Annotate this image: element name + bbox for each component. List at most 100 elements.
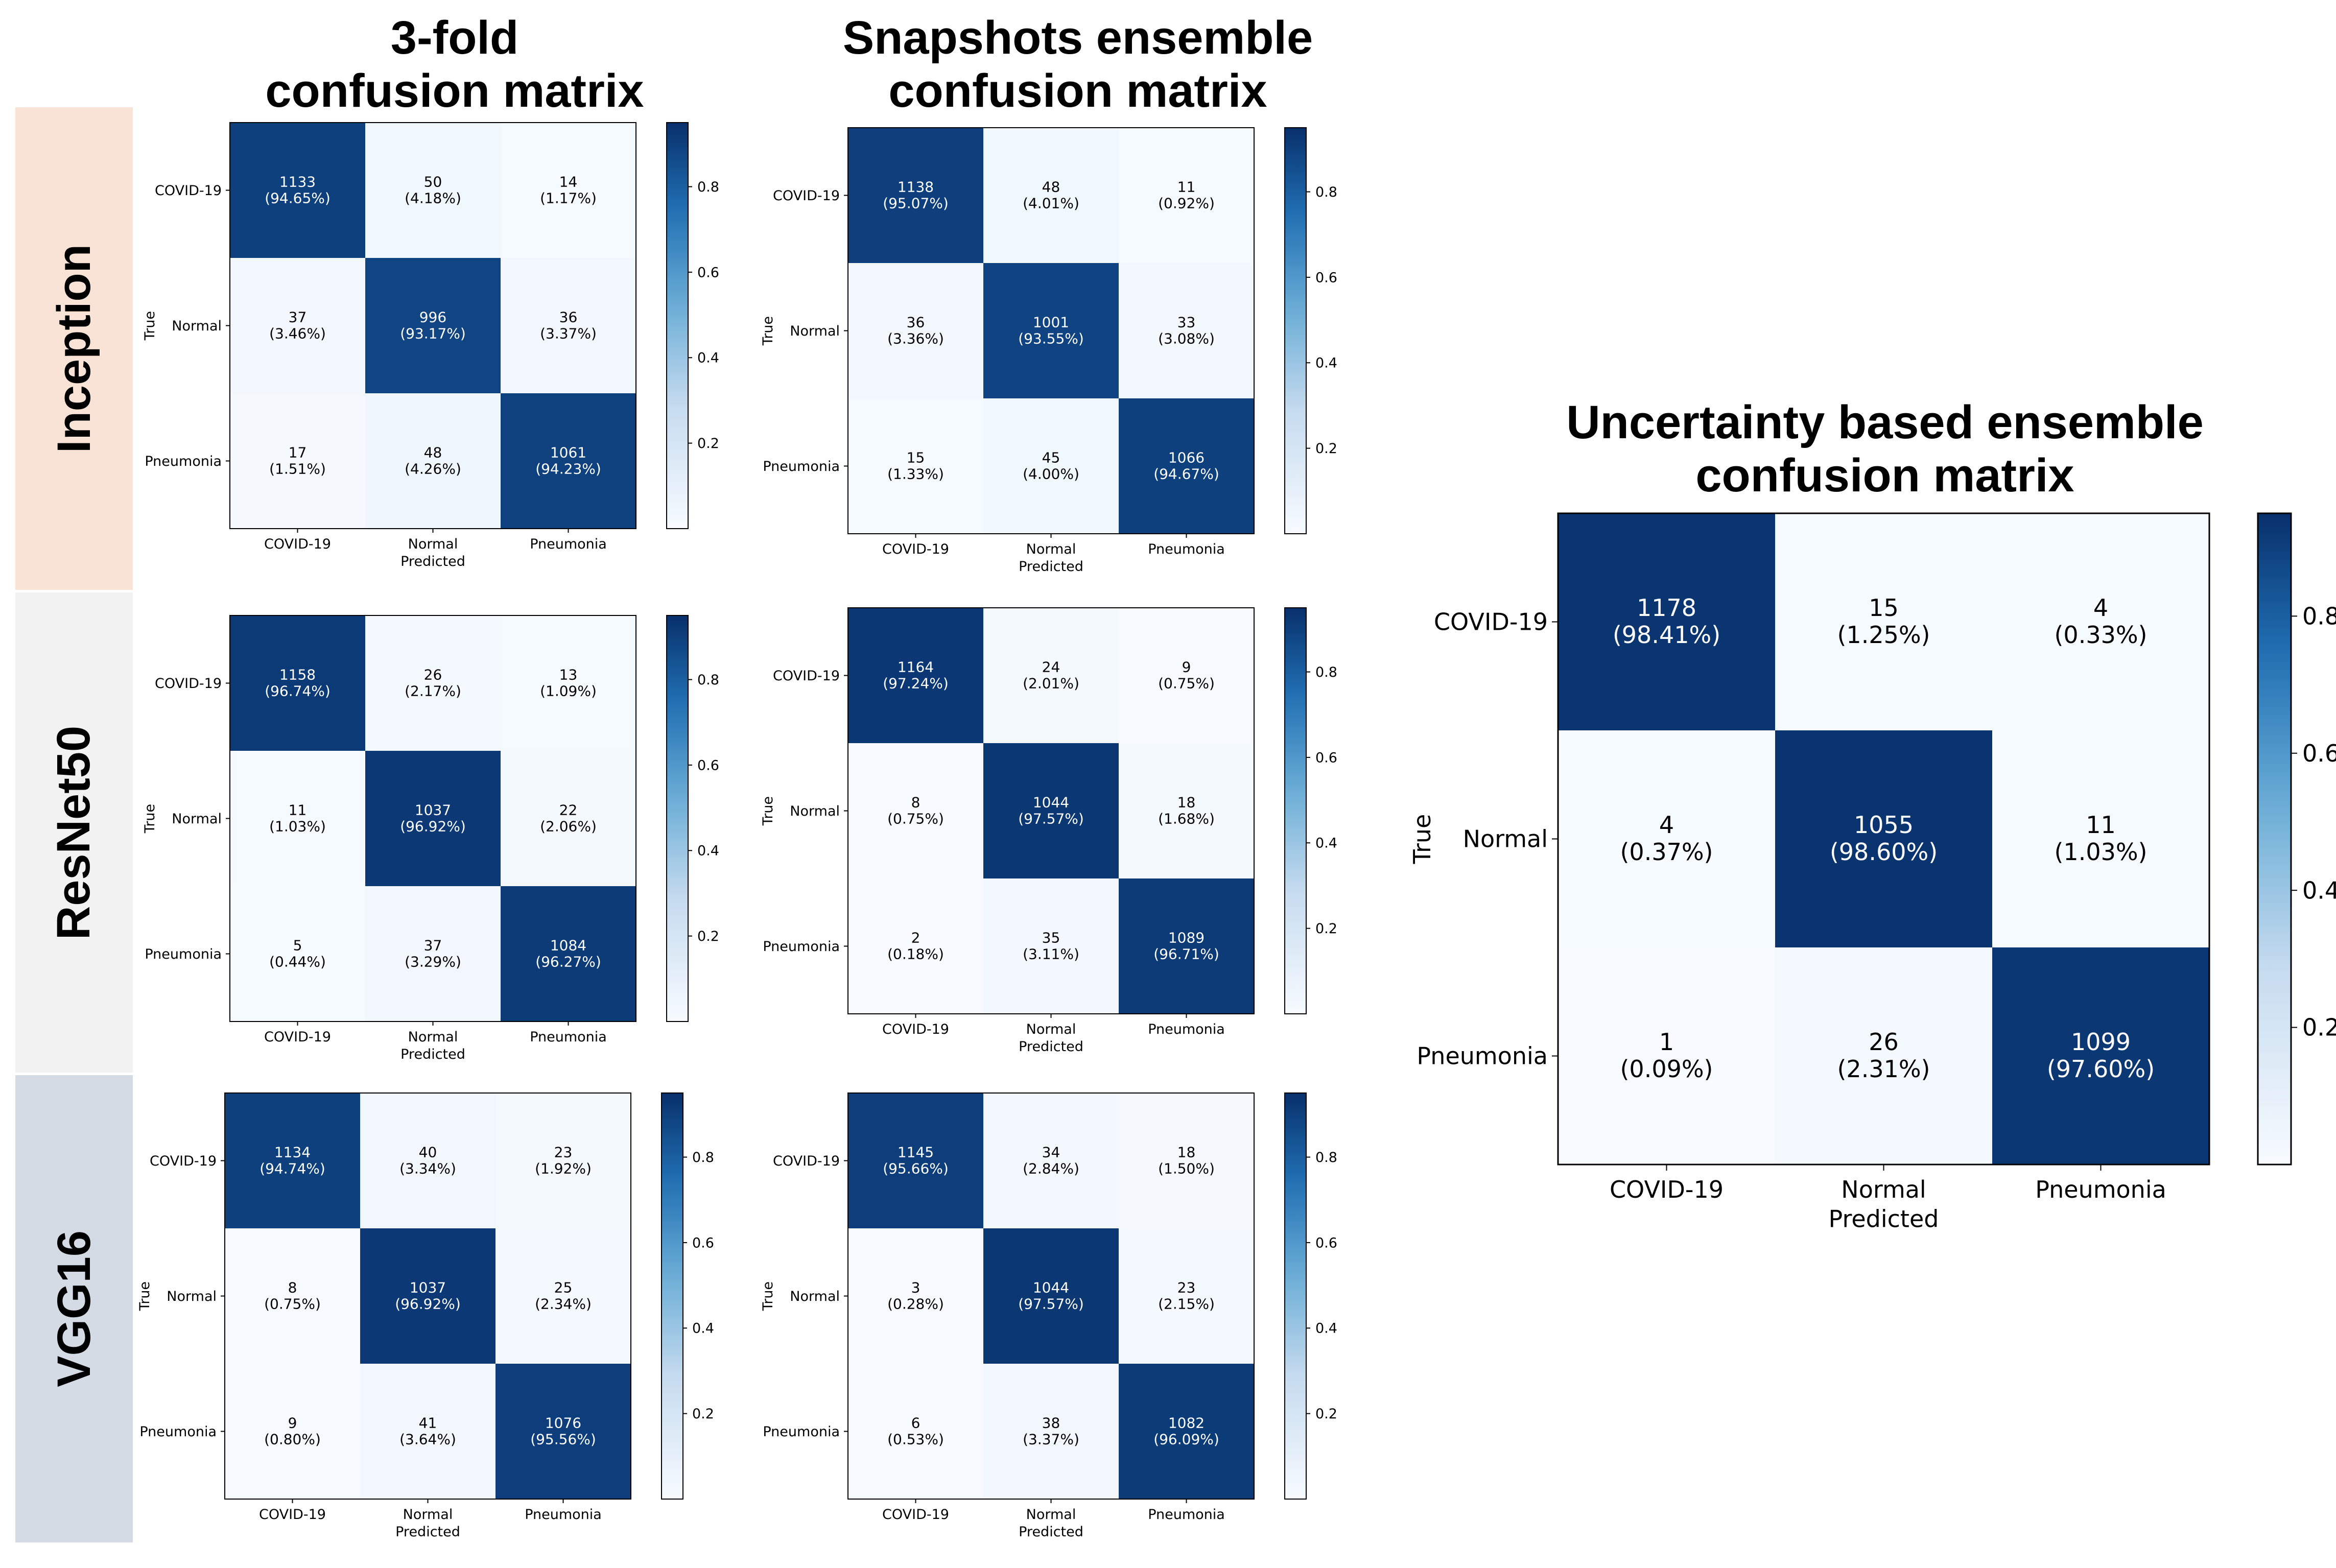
cell-count-0-2: 23: [554, 1144, 573, 1161]
y-tick-label-1: Normal: [790, 803, 840, 819]
cell-percent-0-2: (0.33%): [2054, 621, 2147, 649]
y-tick-label-2: Pneumonia: [763, 939, 840, 955]
cell-percent-0-2: (0.92%): [1158, 195, 1215, 212]
cell-1-0: [848, 263, 983, 398]
cell-count-0-1: 15: [1869, 594, 1899, 622]
y-axis-label: True: [760, 1281, 776, 1311]
x-axis-label: Predicted: [1019, 559, 1083, 575]
cell-0-2: [1119, 1093, 1254, 1228]
y-tick-label-1: Normal: [1463, 825, 1548, 853]
cell-1-2: [1119, 743, 1254, 878]
cell-count-1-2: 18: [1177, 794, 1196, 811]
cell-percent-2-1: (3.29%): [405, 954, 461, 970]
cell-2-2: [1119, 398, 1254, 534]
cell-count-0-0: 1164: [898, 659, 934, 676]
cell-0-0: [848, 128, 983, 263]
cell-count-2-1: 38: [1042, 1415, 1060, 1432]
cell-count-2-2: 1099: [2071, 1028, 2131, 1056]
cell-percent-0-0: (97.24%): [883, 675, 949, 692]
cell-percent-1-1: (97.57%): [1018, 811, 1084, 827]
colorbar-tick-label-0: 0.2: [697, 436, 719, 452]
cell-2-0: [230, 393, 365, 529]
cell-count-1-2: 25: [554, 1279, 573, 1296]
x-tick-label-1: Normal: [1841, 1176, 1926, 1203]
colorbar-tick-label-0: 0.2: [692, 1406, 714, 1422]
cell-0-2: [495, 1093, 631, 1228]
x-tick-label-1: Normal: [408, 1029, 458, 1045]
x-tick-label-2: Pneumonia: [530, 536, 607, 552]
cell-1-1: [360, 1228, 495, 1364]
cell-1-0: [230, 751, 365, 886]
cell-percent-1-2: (3.08%): [1158, 330, 1215, 347]
cell-percent-2-0: (0.53%): [887, 1431, 944, 1448]
y-tick-label-0: COVID-19: [773, 188, 840, 204]
cell-percent-0-2: (1.17%): [540, 190, 597, 207]
colorbar: [2257, 512, 2292, 1166]
matrix-group: 1145(95.66%) 34(2.84%) 18(1.50%) 3(0.28%) 10…: [760, 1092, 1337, 1540]
colorbar-tick-label-1: 0.4: [697, 350, 719, 366]
cell-count-1-2: 23: [1177, 1279, 1196, 1296]
cell-count-2-0: 6: [911, 1415, 921, 1432]
colorbar-tick-label-1: 0.4: [692, 1321, 714, 1337]
cell-1-2: [1119, 263, 1254, 398]
colorbar-tick-label-3: 0.8: [1315, 664, 1337, 680]
column-title-uncertainty-line2: confusion matrix: [1695, 449, 2074, 502]
cell-1-1: [983, 263, 1119, 398]
cell-percent-0-1: (2.84%): [1023, 1160, 1079, 1177]
x-tick-label-1: Normal: [403, 1507, 453, 1523]
x-tick-label-0: COVID-19: [259, 1507, 326, 1523]
cell-count-0-2: 13: [559, 667, 578, 683]
cell-count-0-2: 14: [559, 174, 578, 191]
cell-2-0: [225, 1364, 360, 1499]
column-title-uncertainty-line1: Uncertainty based ensemble: [1566, 396, 2204, 448]
cell-count-0-0: 1178: [1637, 594, 1696, 622]
cell-2-1: [983, 878, 1119, 1014]
cell-percent-0-1: (4.01%): [1023, 195, 1079, 212]
cell-percent-2-1: (4.00%): [1023, 466, 1079, 483]
cell-2-2: [501, 886, 636, 1021]
matrix-group: 1138(95.07%) 48(4.01%) 11(0.92%) 36(3.36%) 1…: [760, 127, 1337, 575]
cell-percent-2-2: (97.60%): [2047, 1055, 2155, 1083]
cell-count-2-2: 1082: [1168, 1415, 1205, 1432]
cell-2-2: [1119, 1364, 1254, 1499]
cell-percent-0-0: (94.74%): [259, 1160, 325, 1177]
x-tick-label-1: Normal: [1026, 541, 1076, 557]
cell-0-0: [225, 1093, 360, 1228]
cell-percent-1-2: (1.03%): [2054, 838, 2147, 866]
confusion-matrix-resnet-3fold: 1158(96.74%) 26(2.17%) 13(1.09%) 11(1.03%) 1…: [142, 615, 719, 1062]
cell-0-0: [848, 608, 983, 743]
y-tick-label-2: Pneumonia: [139, 1424, 217, 1440]
cell-percent-1-1: (93.55%): [1018, 330, 1084, 347]
cell-1-2: [501, 751, 636, 886]
colorbar: [666, 615, 689, 1022]
cell-1-1: [983, 1228, 1119, 1364]
y-tick-label-0: COVID-19: [150, 1153, 217, 1169]
column-title-3fold-line2: confusion matrix: [265, 65, 644, 117]
cell-count-1-1: 1037: [415, 802, 451, 819]
cell-1-0: [1558, 730, 1775, 947]
cell-0-1: [360, 1093, 495, 1228]
y-tick-label-0: COVID-19: [155, 676, 222, 692]
cell-percent-2-2: (95.56%): [530, 1431, 596, 1448]
x-tick-label-2: Pneumonia: [525, 1507, 602, 1523]
cell-percent-0-0: (98.41%): [1613, 621, 1720, 649]
row-label-vgg: VGG16: [48, 1230, 100, 1387]
row-band-inception: Inception: [15, 107, 133, 590]
row-band-resnet: ResNet50: [15, 592, 133, 1073]
cell-percent-1-0: (3.36%): [887, 330, 944, 347]
cell-percent-0-2: (1.50%): [1158, 1160, 1215, 1177]
x-tick-label-1: Normal: [408, 536, 458, 552]
cell-2-1: [983, 1364, 1119, 1499]
x-tick-label-1: Normal: [1026, 1507, 1076, 1523]
colorbar-tick-label-2: 0.6: [1315, 750, 1337, 766]
x-tick-label-2: Pneumonia: [1148, 1507, 1225, 1523]
colorbar: [666, 122, 689, 529]
cell-percent-2-0: (0.18%): [887, 946, 944, 963]
cell-percent-1-1: (96.92%): [400, 818, 466, 835]
cell-0-1: [365, 615, 501, 751]
cell-0-0: [230, 123, 365, 258]
cell-count-1-1: 996: [419, 309, 446, 326]
cell-2-1: [360, 1364, 495, 1499]
colorbar-tick-label-0: 0.2: [1315, 441, 1337, 457]
cell-count-1-1: 1055: [1854, 811, 1914, 839]
